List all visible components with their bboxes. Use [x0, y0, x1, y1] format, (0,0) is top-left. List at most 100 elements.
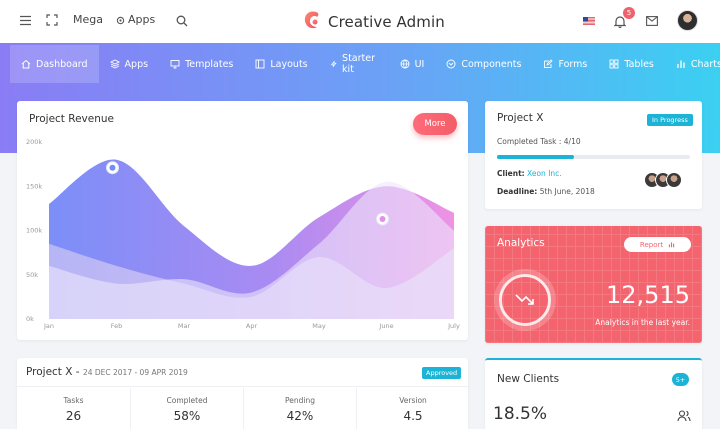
stat-tasks: Tasks 26 [17, 388, 130, 429]
analytics-value: 12,515 [606, 281, 690, 309]
nav-item-tables[interactable]: Tables [598, 45, 665, 83]
nav-item-forms[interactable]: Forms [532, 45, 598, 83]
nav-label: Apps [124, 58, 149, 70]
client-label: Client: [497, 169, 525, 178]
revenue-title: Project Revenue [29, 113, 114, 125]
series-highlight-area [49, 181, 454, 319]
report-button[interactable]: Report [624, 237, 691, 252]
fullscreen-icon[interactable] [45, 13, 59, 27]
mega-menu-link[interactable]: Mega [73, 13, 103, 26]
nav-item-dashboard[interactable]: Dashboard [10, 45, 99, 83]
bolt-icon [330, 60, 337, 68]
stat-completed: Completed 58% [130, 388, 243, 429]
home-icon [21, 59, 31, 69]
stat-pending: Pending 42% [243, 388, 356, 429]
nav-item-starter-kit[interactable]: Starter kit [319, 45, 389, 83]
y-tick-label: 100k [26, 227, 42, 235]
nav-item-ui[interactable]: UI [389, 45, 436, 83]
nav-label: Charts [690, 58, 720, 70]
search-icon[interactable] [175, 14, 189, 28]
new-clients-card: New Clients 5+ 18.5% [485, 358, 702, 429]
y-tick-label: 0k [26, 315, 34, 323]
y-tick-label: 200k [26, 138, 42, 146]
nav-item-charts[interactable]: Charts [665, 45, 720, 83]
nav-label: Dashboard [36, 58, 88, 70]
nav-item-apps[interactable]: Apps [99, 45, 160, 83]
analytics-title: Analytics [497, 237, 545, 249]
stat-value: 42% [286, 409, 314, 423]
nav-label: Starter kit [342, 53, 376, 75]
top-bar: Mega Apps Creative Admin 5 [0, 0, 720, 43]
logo-icon [302, 9, 322, 35]
components-icon [446, 59, 456, 69]
project-revenue-card: Project Revenue More 0k 50k 100k 150k 200k J… [17, 101, 468, 340]
report-label: Report [639, 240, 664, 249]
clients-badge: 5+ [672, 373, 689, 386]
analytics-card: Analytics Report 12,515 Analytics in the… [485, 226, 702, 343]
avatar [666, 172, 682, 188]
project-summary-title: Project X - [26, 366, 80, 378]
task-progress-fill [497, 155, 575, 159]
menu-icon[interactable] [18, 13, 32, 27]
monitor-icon [170, 60, 180, 69]
apps-menu-link[interactable]: Apps [128, 13, 156, 26]
trend-down-icon [499, 274, 551, 326]
x-tick-label: Jan [43, 322, 54, 330]
approved-badge: Approved [422, 367, 462, 379]
globe-icon [400, 59, 410, 69]
x-tick-label: May [312, 322, 326, 330]
nav-label: Templates [185, 58, 234, 70]
completed-task-label: Completed Task : 4/10 [497, 137, 581, 146]
nav-label: Forms [558, 58, 588, 70]
clients-percent: 18.5% [493, 404, 548, 424]
client-link[interactable]: Xeon Inc. [527, 169, 562, 178]
flag-icon[interactable] [583, 16, 595, 25]
notification-badge: 5 [623, 7, 635, 19]
more-button[interactable]: More [413, 113, 457, 135]
nav-label: Components [461, 58, 522, 70]
revenue-chart: 0k 50k 100k 150k 200k Jan Feb Mar Apr May June Jul… [26, 138, 460, 330]
stat-label: Pending [285, 396, 315, 405]
edit-icon [544, 59, 554, 68]
x-tick-label: Mar [178, 322, 191, 330]
bell-icon[interactable] [613, 14, 627, 28]
stat-value: 26 [65, 409, 82, 423]
mail-icon[interactable] [645, 15, 658, 26]
task-progress-bar [497, 155, 690, 159]
brand[interactable]: Creative Admin [302, 9, 445, 35]
project-x-card: Project X In Progress Completed Task : 4… [485, 101, 702, 209]
layers-icon [109, 59, 120, 69]
stat-value: 4.5 [403, 409, 423, 423]
user-avatar[interactable] [677, 10, 698, 31]
x-tick-label: July [447, 322, 460, 330]
deadline-row: Deadline: 5th June, 2018 [497, 187, 595, 196]
stat-label: Tasks [63, 396, 84, 405]
status-badge: In Progress [647, 114, 693, 126]
data-point-dot [379, 216, 386, 223]
x-tick-label: June [378, 322, 393, 330]
team-avatars[interactable] [644, 172, 682, 188]
layout-icon [255, 59, 265, 69]
deadline-label: Deadline: [497, 187, 538, 196]
x-tick-label: Apr [246, 322, 258, 330]
stat-version: Version 4.5 [356, 388, 469, 429]
grid-icon [609, 59, 619, 69]
y-tick-label: 150k [26, 182, 42, 190]
nav-label: Layouts [270, 58, 308, 70]
client-row: Client: Xeon Inc. [497, 169, 562, 178]
project-x-title: Project X [497, 112, 544, 124]
stat-value: 58% [173, 409, 201, 423]
divider [17, 386, 468, 387]
nav-item-layouts[interactable]: Layouts [244, 45, 318, 83]
nav-item-templates[interactable]: Templates [159, 45, 244, 83]
analytics-subtitle: Analytics in the last year. [595, 318, 690, 327]
data-point-dot [109, 164, 116, 171]
nav-item-components[interactable]: Components [435, 45, 532, 83]
apps-gear-icon [115, 15, 125, 25]
brand-name: Creative Admin [328, 13, 445, 31]
bar-chart-icon [668, 242, 675, 248]
nav-label: Tables [624, 58, 654, 70]
new-clients-title: New Clients [497, 373, 560, 385]
project-dates: 24 DEC 2017 - 09 APR 2019 [82, 368, 188, 377]
project-summary-card: Project X - 24 DEC 2017 - 09 APR 2019 Ap… [17, 358, 468, 429]
